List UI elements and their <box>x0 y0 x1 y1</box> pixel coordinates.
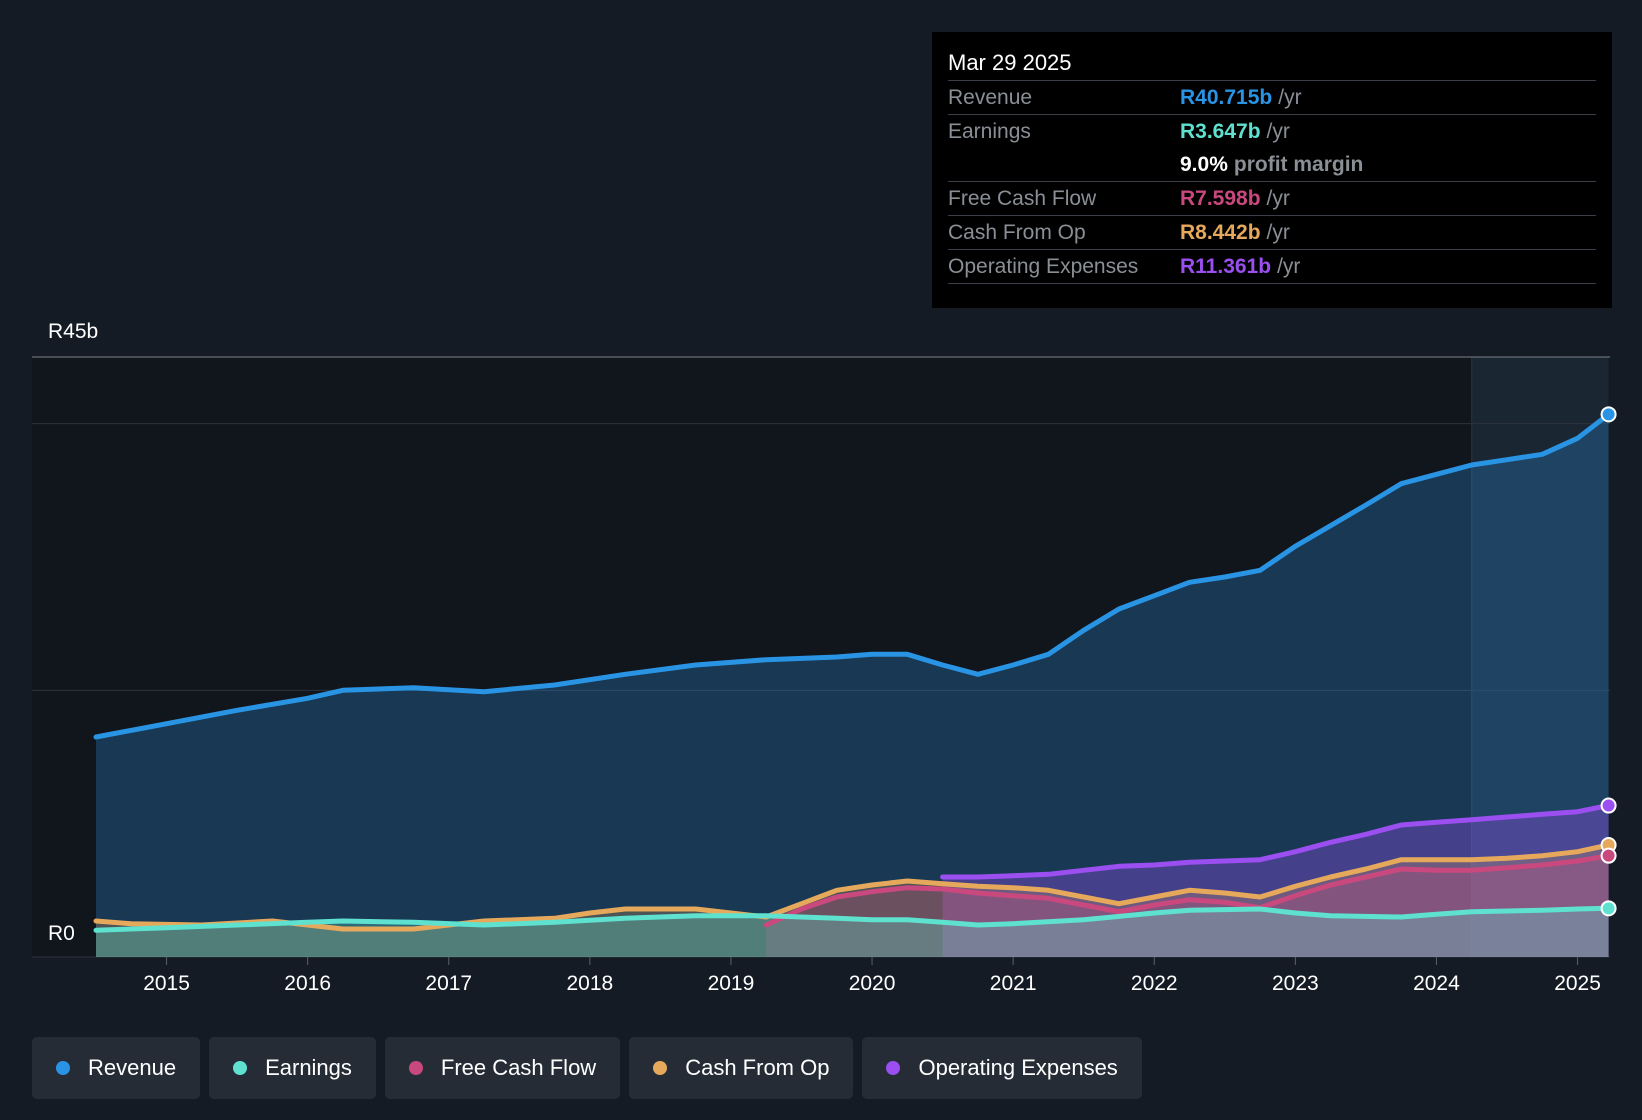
revenue-line <box>93 411 1612 740</box>
tooltip-earnings-value: R3.647b <box>1180 119 1261 143</box>
tooltip-row-earnings: Earnings R3.647b /yr <box>948 114 1596 148</box>
tooltip-unit: /yr <box>1266 186 1290 210</box>
x-tick-label: 2019 <box>708 972 755 995</box>
tooltip-row-fcf: Free Cash Flow R7.598b /yr <box>948 181 1596 215</box>
tooltip-row-cfo: Cash From Op R8.442b /yr <box>948 215 1596 249</box>
tooltip-date: Mar 29 2025 <box>948 50 1072 75</box>
x-tick-label: 2018 <box>566 972 613 995</box>
legend-label: Cash From Op <box>685 1055 830 1080</box>
tooltip-revenue-label: Revenue <box>948 85 1033 109</box>
legend-item-fcf[interactable]: Free Cash Flow <box>384 1037 621 1099</box>
data-tooltip: Mar 29 2025 Revenue R40.715b /yr Earning… <box>932 32 1612 308</box>
tooltip-unit: /yr <box>1266 220 1290 244</box>
revenue-area <box>96 414 1609 957</box>
tooltip-cfo-label: Cash From Op <box>948 220 1086 244</box>
tooltip-unit: /yr <box>1278 85 1302 109</box>
legend-label: Free Cash Flow <box>440 1055 597 1080</box>
tooltip-margin-value: 9.0% <box>1180 152 1228 176</box>
legend: Revenue Earnings Free Cash Flow Cash Fro… <box>32 1037 1142 1099</box>
legend-label: Revenue <box>88 1055 177 1080</box>
x-tick-label: 2021 <box>990 972 1037 995</box>
tooltip-cfo-value: R8.442b <box>1180 220 1261 244</box>
legend-item-cfo[interactable]: Cash From Op <box>629 1037 854 1099</box>
x-tick-label: 2015 <box>143 972 190 995</box>
tooltip-row-opex: Operating Expenses R11.361b /yr <box>948 249 1596 284</box>
fcf-dot-icon <box>408 1061 423 1075</box>
legend-item-earnings[interactable]: Earnings <box>209 1037 376 1099</box>
x-tick-label: 2017 <box>425 972 472 995</box>
revenue-end-point <box>1600 406 1617 423</box>
fcf-end-point <box>1600 847 1617 864</box>
fcf-line <box>763 853 1612 928</box>
legend-label: Operating Expenses <box>918 1055 1118 1080</box>
y-axis-max-label: R45b <box>48 320 99 343</box>
tooltip-earnings-label: Earnings <box>948 119 1031 143</box>
y-axis-zero-label: R0 <box>48 922 75 945</box>
opex-end-point <box>1600 797 1617 814</box>
tooltip-fcf-value: R7.598b <box>1180 186 1261 210</box>
earnings-line <box>93 905 1612 933</box>
tooltip-row-revenue: Revenue R40.715b /yr <box>948 80 1596 114</box>
tooltip-margin-text: profit margin <box>1233 152 1364 176</box>
x-tick-label: 2024 <box>1413 972 1460 995</box>
legend-label: Earnings <box>265 1055 352 1080</box>
tooltip-opex-label: Operating Expenses <box>948 254 1139 278</box>
earnings-end-point <box>1600 900 1617 917</box>
x-tick-label: 2025 <box>1554 972 1601 995</box>
earnings-area <box>96 908 1609 957</box>
cfo-area <box>96 845 1609 957</box>
x-tick-label: 2022 <box>1131 972 1178 995</box>
legend-item-opex[interactable]: Operating Expenses <box>862 1037 1142 1099</box>
tooltip-row-margin: 9.0% profit margin <box>948 148 1596 181</box>
tooltip-fcf-label: Free Cash Flow <box>948 186 1097 210</box>
opex-dot-icon <box>886 1061 901 1075</box>
tooltip-unit: /yr <box>1277 254 1301 278</box>
x-tick-label: 2016 <box>284 972 331 995</box>
tooltip-unit: /yr <box>1266 119 1290 143</box>
fcf-area <box>766 855 1609 957</box>
cfo-line <box>93 842 1612 932</box>
x-tick-label: 2020 <box>849 972 896 995</box>
cfo-dot-icon <box>653 1061 668 1075</box>
revenue-dot-icon <box>56 1061 70 1075</box>
earnings-dot-icon <box>233 1061 248 1075</box>
tooltip-opex-value: R11.361b <box>1180 254 1272 278</box>
legend-item-revenue[interactable]: Revenue <box>32 1037 201 1099</box>
tooltip-revenue-value: R40.715b <box>1180 85 1273 109</box>
x-tick-label: 2023 <box>1272 972 1319 995</box>
opex-line <box>940 803 1612 880</box>
